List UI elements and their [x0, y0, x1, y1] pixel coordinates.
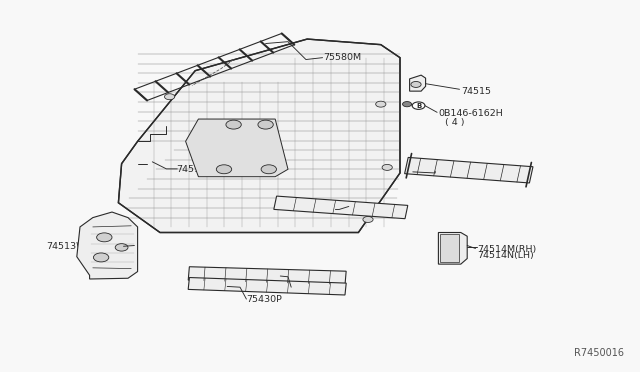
Text: 75430P: 75430P [246, 295, 282, 304]
Polygon shape [186, 119, 288, 177]
Polygon shape [274, 196, 408, 219]
Text: 0B146-6162H: 0B146-6162H [438, 109, 503, 118]
Circle shape [97, 233, 112, 242]
Polygon shape [118, 39, 400, 232]
Text: 74513W: 74513W [46, 242, 86, 251]
Circle shape [164, 94, 175, 100]
Circle shape [226, 120, 241, 129]
Polygon shape [404, 157, 533, 183]
Circle shape [363, 217, 373, 222]
Text: 74512M: 74512M [176, 165, 214, 174]
Polygon shape [410, 75, 426, 91]
Text: 74520UA: 74520UA [336, 206, 380, 215]
Text: 75580M: 75580M [323, 53, 362, 62]
Circle shape [258, 120, 273, 129]
Circle shape [403, 102, 412, 107]
Text: 93690U: 93690U [413, 169, 450, 177]
Circle shape [411, 81, 421, 87]
Circle shape [93, 253, 109, 262]
Circle shape [412, 102, 425, 109]
Circle shape [382, 164, 392, 170]
Text: 74515: 74515 [461, 87, 491, 96]
Circle shape [115, 244, 128, 251]
Text: 74520U: 74520U [291, 283, 328, 292]
Polygon shape [438, 232, 467, 264]
Polygon shape [188, 278, 346, 295]
Text: 74514M(RH): 74514M(RH) [477, 245, 536, 254]
Circle shape [216, 165, 232, 174]
Polygon shape [188, 267, 346, 285]
Text: R7450016: R7450016 [574, 348, 624, 358]
Circle shape [261, 165, 276, 174]
Text: B: B [416, 103, 421, 109]
Text: 74514N(LH): 74514N(LH) [477, 251, 534, 260]
Text: ( 4 ): ( 4 ) [445, 118, 464, 126]
Polygon shape [440, 234, 459, 262]
Circle shape [376, 101, 386, 107]
Polygon shape [77, 212, 138, 279]
